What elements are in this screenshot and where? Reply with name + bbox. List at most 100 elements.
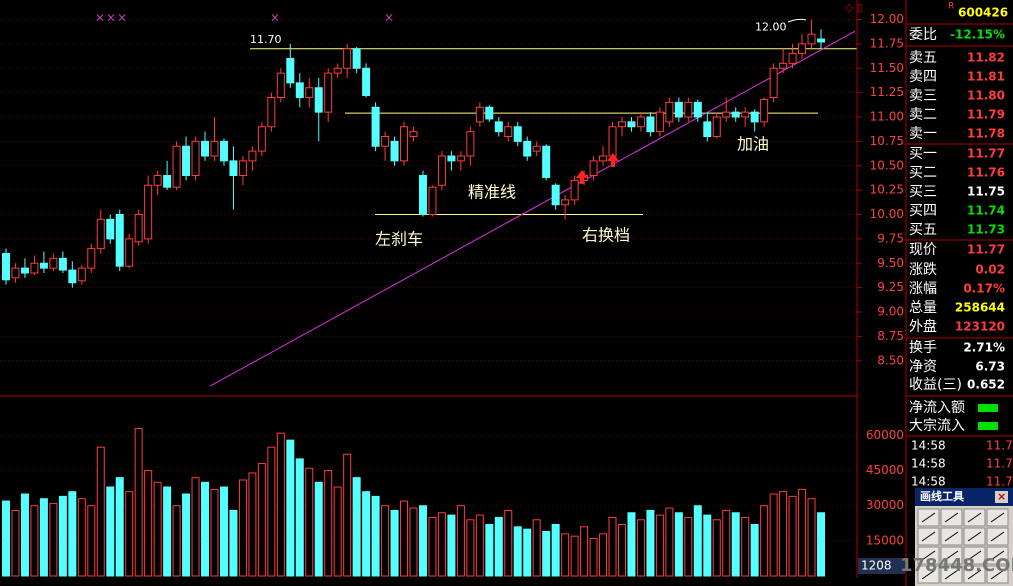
candle-body [456,155,465,162]
tool-icon [921,569,936,580]
marker: × [95,11,105,25]
y-tick-label: 45000 [866,463,904,477]
toolbox[interactable]: 画线工具 × [915,488,1013,586]
candle-body [722,111,731,118]
volume-bar [665,507,674,577]
quote-label: 卖四 [909,69,937,85]
candle-body [684,101,693,118]
quote-value: 0.17% [963,282,1005,296]
volume-bar [191,477,200,577]
volume-bar [409,507,418,577]
candle-body [115,214,124,267]
volume-bar [513,526,522,577]
volume-bar [87,505,96,577]
candle-body [788,53,797,64]
volume-bar [466,519,475,577]
volume-bar [523,528,532,577]
y-tick-label: 9.25 [877,280,904,294]
candle-body [362,67,371,97]
volume-bar [741,516,750,577]
volume-bar [627,512,636,577]
volume-bar [400,500,409,577]
tool-icon [990,531,1005,542]
flow-label: 净流入额 [909,400,965,416]
candle-body [2,253,10,281]
tool-icon [967,531,982,542]
trade-price: 11.7 [986,439,1013,453]
volume-bar [257,463,266,577]
candle-body [286,58,295,84]
candle-body [504,126,513,137]
annotation: 右换档 [582,226,630,245]
candle-body [238,160,247,176]
markers: × × × × × [95,11,394,25]
volume-bar [599,533,608,577]
candle-body [608,126,617,157]
marker: × [270,11,280,25]
candle-body [163,175,172,188]
volume-bar [276,432,285,577]
volume-bar [447,514,456,577]
toolbox-titlebar [915,488,1013,506]
quote-value: 11.77 [967,147,1005,161]
volume-bar [703,514,712,577]
volume-bar [580,526,589,577]
volume-bar [390,509,399,577]
volume-bar [295,458,304,577]
tool-icon [967,512,982,523]
candle-body [343,48,352,69]
volume-bar [655,514,664,577]
candle-body [219,140,228,162]
y-tick-label: 9.50 [877,256,904,270]
quote-label: 卖一 [909,126,937,142]
volume-bar [153,481,162,577]
candle-body [409,131,418,137]
candle-body [447,155,456,162]
trade-time: 14:58 [911,457,946,471]
volume-bar [286,439,295,577]
y-tick-label: 30000 [866,498,904,512]
volume-bar [20,493,29,577]
stock-code: 600426 [958,6,1008,20]
volume-bar [115,477,124,577]
quote-label: 涨幅 [909,281,937,297]
candle-body [494,121,503,133]
volume-bar [485,523,494,577]
quote-label: 买四 [909,203,937,219]
flow-label: 大宗流入 [909,418,965,434]
candle-body [39,262,48,269]
y-tick-label: 10.25 [870,183,904,197]
y-tick-label: 12.00 [870,12,904,26]
candle-body [20,267,29,274]
quote-value: -12.15% [950,28,1005,42]
candle-body [817,38,825,43]
candle-body [144,184,153,240]
volume-bar [779,491,788,577]
candle-body [153,175,162,186]
volume-bar [314,481,323,577]
reference-label: 11.70 [250,33,282,46]
candle-body [798,43,807,55]
quote-label: 净资 [909,359,937,375]
candle-body [428,186,437,215]
volume-bar [39,498,48,577]
volume-bar [712,519,721,577]
volume-bar [428,516,437,577]
volume-bar [352,477,361,577]
annotation: 左刹车 [375,230,423,249]
candle-body [570,179,579,201]
quote-value: 11.82 [967,51,1005,65]
quote-label: 卖二 [909,107,937,123]
candle-body [390,140,399,162]
volume-bar [106,486,115,577]
price-panel: 12.00 11.75 11.50 11.25 11.00 10.75 10.50 10.25… [0,12,904,387]
cursor-value: 1208 [861,559,892,573]
candle-body [466,131,475,157]
volume-bar [201,481,210,577]
candle-body [191,140,200,176]
candle-body [257,126,266,152]
y-tick-label: 11.75 [870,36,904,50]
annotation: 加油 [737,135,769,154]
window-icons[interactable]: ◇ ▯ [845,1,863,14]
close-button[interactable] [995,491,1008,503]
